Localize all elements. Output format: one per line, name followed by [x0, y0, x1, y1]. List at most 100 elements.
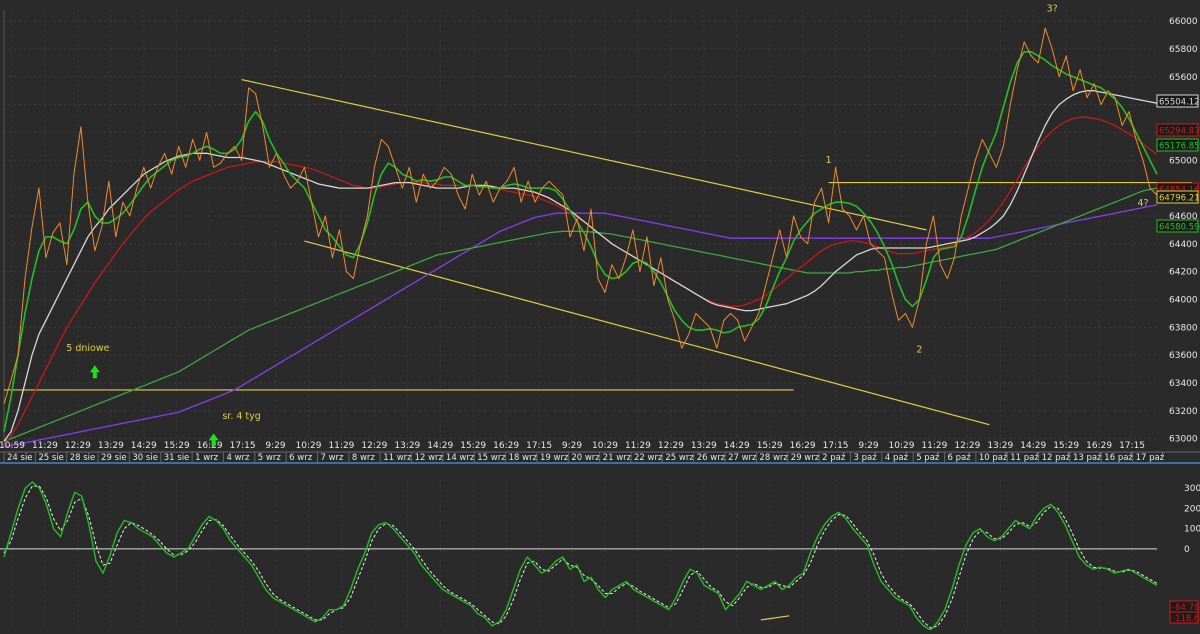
date-tick-label: 7 wrz — [321, 453, 345, 463]
time-tick-label: 10:29 — [888, 441, 914, 451]
up-arrow-icon — [208, 433, 219, 447]
date-tick-label: 8 wrz — [352, 453, 376, 463]
price-tick-label: 63800 — [1169, 323, 1198, 333]
price-tag-box — [1156, 219, 1199, 233]
price-tick-label: 63400 — [1169, 379, 1198, 389]
date-tick-label: 25 sie — [38, 453, 64, 463]
price-tag-box — [1156, 94, 1199, 108]
price-tick-label: 65800 — [1169, 45, 1198, 55]
price-panel[interactable] — [3, 27, 1192, 448]
oscillator-signal-line — [3, 485, 1158, 629]
osc-tag-value: -118.69 — [1172, 614, 1200, 624]
price-tick-label: 63200 — [1169, 407, 1198, 417]
time-tick-label: 12:29 — [658, 441, 684, 451]
trendline — [241, 78, 927, 231]
date-tick-label: 6 wrz — [289, 453, 313, 463]
time-tick-label: 15:29 — [1053, 441, 1079, 451]
price-tag-value: 64580.59 — [1159, 223, 1200, 233]
price-tick-label: 63000 — [1169, 435, 1198, 445]
time-tick-label: 13:29 — [987, 441, 1013, 451]
date-tick-label: 5 wrz — [258, 453, 282, 463]
date-tick-label: 5 paź — [916, 453, 940, 463]
date-tick-label: 10 paź — [979, 453, 1008, 463]
date-tick-label: 16 paź — [1104, 453, 1133, 463]
ma-slow-green-line — [3, 187, 1158, 443]
time-tick-label: 15:29 — [164, 441, 190, 451]
date-tick-label: 17 paź — [1136, 453, 1165, 463]
price-tick-label: 64200 — [1169, 268, 1198, 278]
date-tick-label: 20 wrz — [571, 453, 600, 463]
date-tick-label: 11 wrz — [383, 453, 412, 463]
annotation-label: 1 — [826, 155, 832, 166]
oscillator-panel[interactable] — [3, 481, 1158, 631]
time-tick-label: 16:29 — [790, 441, 816, 451]
last-value-tags: 65504.1265294.8765176.8564854.1664796.21… — [1156, 94, 1200, 624]
date-tick-label: 29 sie — [101, 453, 127, 463]
time-tick-label: 13:29 — [691, 441, 717, 451]
price-tick-label: 63600 — [1169, 351, 1198, 361]
time-tick-label: 11:29 — [921, 441, 947, 451]
date-tick-label: 28 sie — [70, 453, 96, 463]
date-tick-label: 4 wrz — [226, 453, 250, 463]
price-tag-value: 65294.87 — [1159, 127, 1200, 137]
annotation-label: 5 dniowe — [66, 343, 109, 354]
price-tick-label: 64400 — [1169, 240, 1198, 250]
price-tick-label: 64000 — [1169, 295, 1198, 305]
time-tick-label: 13:29 — [98, 441, 124, 451]
price-tag-box — [1156, 190, 1199, 204]
price-line — [3, 27, 1158, 405]
time-tick-label: 14:29 — [724, 441, 750, 451]
time-tick-label: 15:29 — [757, 441, 783, 451]
time-tick-label: 13:29 — [394, 441, 420, 451]
date-tick-label: 13 paź — [1073, 453, 1102, 463]
price-tick-label: 65000 — [1169, 156, 1198, 166]
date-tick-label: 27 wrz — [728, 453, 757, 463]
time-tick-label: 16:29 — [1086, 441, 1112, 451]
osc-tag-value: -84.78 — [1172, 603, 1199, 613]
date-tick-label: 12 paź — [1042, 453, 1071, 463]
price-tick-label: 64600 — [1169, 212, 1198, 222]
osc-tick-label: 100 — [1184, 525, 1200, 535]
time-tick-label: 17:15 — [230, 441, 256, 451]
time-tick-label: 17:15 — [1119, 441, 1145, 451]
osc-tag-box — [1169, 611, 1199, 624]
date-tick-label: 6 paź — [948, 453, 972, 463]
annotation-label: sr. 4 tyg — [222, 411, 260, 422]
price-tag-box — [1156, 123, 1199, 137]
time-tick-label: 15:29 — [460, 441, 486, 451]
date-tick-label: 2 paź — [822, 453, 846, 463]
price-grid — [0, 10, 1200, 464]
time-tick-label: 11:29 — [32, 441, 58, 451]
oscillator-trendline — [760, 615, 790, 621]
time-tick-label: 10:59 — [0, 441, 25, 451]
ma-5-day-line — [3, 90, 1158, 442]
date-tick-label: 15 wrz — [477, 453, 506, 463]
time-tick-label: 12:29 — [361, 441, 387, 451]
date-tick-label: 1 wrz — [195, 453, 219, 463]
date-tick-label: 21 wrz — [603, 453, 632, 463]
time-tick-label: 14:29 — [131, 441, 157, 451]
date-tick-label: 12 wrz — [415, 453, 444, 463]
date-tick-label: 3 paź — [853, 453, 877, 463]
time-axis: 10:59 11:29 12:29 13:29 14:29 15:29 16:29 17:15… — [0, 441, 1145, 451]
date-tick-label: 24 sie — [7, 453, 33, 463]
annotation-label: 3? — [1047, 3, 1058, 14]
price-tick-label: 65600 — [1169, 73, 1198, 83]
date-tick-label: 22 wrz — [634, 453, 663, 463]
time-tick-label: 11:29 — [625, 441, 651, 451]
time-tick-label: 10:29 — [296, 441, 322, 451]
trendline — [304, 240, 990, 426]
up-arrow-icon — [89, 365, 100, 379]
osc-tick-label: 200 — [1184, 504, 1200, 514]
price-tick-label: 66000 — [1169, 17, 1198, 27]
date-tick-label: 30 sie — [132, 453, 158, 463]
osc-tick-label: 0 — [1184, 545, 1190, 555]
time-tick-label: 17:15 — [526, 441, 552, 451]
time-tick-label: 12:29 — [954, 441, 980, 451]
time-tick-label: 11:29 — [328, 441, 354, 451]
annotation-label: 2 — [916, 344, 922, 355]
price-tag-value: 65176.85 — [1159, 142, 1200, 152]
date-tick-label: 11 paź — [1010, 453, 1039, 463]
